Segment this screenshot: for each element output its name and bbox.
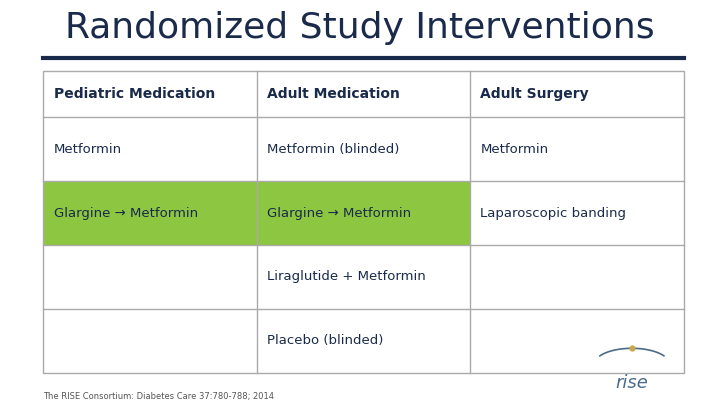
Text: Laparoscopic banding: Laparoscopic banding <box>480 207 626 220</box>
Text: Liraglutide + Metformin: Liraglutide + Metformin <box>267 271 426 284</box>
Bar <box>43 71 683 373</box>
Text: Metformin (blinded): Metformin (blinded) <box>267 143 400 156</box>
Text: rise: rise <box>616 374 648 392</box>
Text: The RISE Consortium: Diabetes Care 37:780-788; 2014: The RISE Consortium: Diabetes Care 37:78… <box>43 392 274 401</box>
Text: Pediatric Medication: Pediatric Medication <box>54 87 215 101</box>
Bar <box>43 181 470 245</box>
Text: Adult Medication: Adult Medication <box>267 87 400 101</box>
Text: Metformin: Metformin <box>480 143 549 156</box>
Text: Glargine → Metformin: Glargine → Metformin <box>267 207 411 220</box>
Text: Adult Surgery: Adult Surgery <box>480 87 589 101</box>
Text: Glargine → Metformin: Glargine → Metformin <box>54 207 198 220</box>
Text: Placebo (blinded): Placebo (blinded) <box>267 334 384 347</box>
Text: Randomized Study Interventions: Randomized Study Interventions <box>66 11 654 45</box>
Text: Metformin: Metformin <box>54 143 122 156</box>
